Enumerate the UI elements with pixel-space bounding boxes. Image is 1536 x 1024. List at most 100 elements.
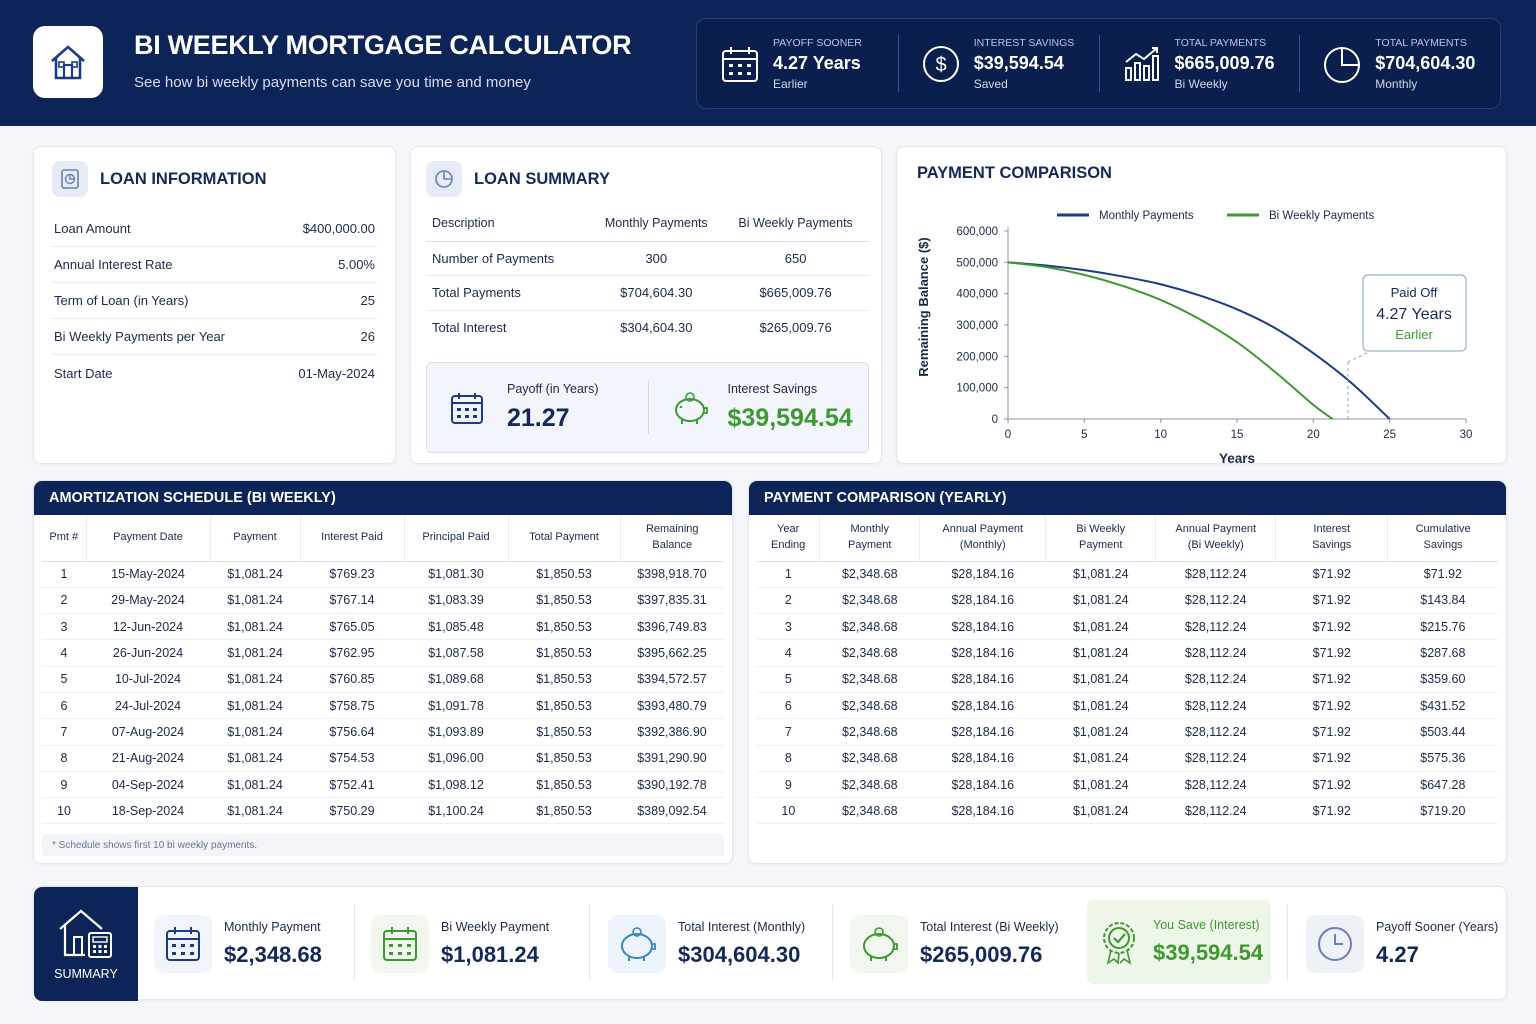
table-cell: $2,348.68	[819, 718, 920, 746]
table-cell: $2,348.68	[819, 639, 920, 667]
table-row: 2 $2,348.68 $28,184.16 $1,081.24 $28,112.24 $…	[757, 587, 1498, 615]
table-cell: 5	[757, 666, 820, 693]
table-cell: 3	[757, 613, 820, 641]
x-tick-label: 0	[1005, 429, 1011, 441]
y-tick-label: 100,000	[956, 383, 998, 395]
loan-summary-title: LOAN SUMMARY	[474, 169, 610, 188]
table-cell: $756.64	[300, 718, 404, 746]
row-value: 5.00%	[338, 257, 375, 272]
loan-info-row: Start Date 01-May-2024	[52, 355, 377, 391]
loan-info-row: Term of Loan (in Years) 25	[52, 283, 377, 319]
table-cell: $2,348.68	[819, 666, 920, 693]
table-row: 1 $2,348.68 $28,184.16 $1,081.24 $28,112.24 $…	[757, 561, 1498, 588]
table-cell: $1,081.24	[1045, 561, 1156, 588]
loan-info-row: Annual Interest Rate 5.00%	[52, 247, 377, 283]
summary-label: Monthly Payment	[224, 920, 321, 934]
table-cell: $750.29	[300, 797, 404, 825]
column-header: Monthly Payment	[819, 515, 921, 562]
app-subtitle: See how bi weekly payments can save you …	[134, 74, 531, 91]
table-cell: $1,081.24	[210, 639, 300, 667]
table-row: 10 18-Sep-2024 $1,081.24 $750.29 $1,100.24 $1…	[42, 797, 724, 825]
table-cell: 10	[42, 797, 86, 825]
table-cell: 6	[42, 692, 86, 720]
table-cell: $2,348.68	[819, 561, 920, 588]
loan-info-row: Loan Amount $400,000.00	[52, 211, 377, 247]
legend-label: Monthly Payments	[1099, 210, 1194, 222]
table-cell: $758.75	[300, 692, 404, 720]
table-row: 7 $2,348.68 $28,184.16 $1,081.24 $28,112.24 $…	[757, 718, 1498, 746]
table-cell: $28,184.16	[919, 561, 1046, 588]
table-cell: $769.23	[300, 561, 404, 588]
table-row: 10 $2,348.68 $28,184.16 $1,081.24 $28,112.24…	[757, 797, 1498, 825]
table-cell: $1,081.24	[210, 561, 300, 588]
table-cell: $1,081.24	[1045, 613, 1156, 641]
table-cell: $2,348.68	[819, 745, 920, 772]
table-cell: 2	[757, 587, 820, 615]
kpi-note: Earlier	[773, 76, 808, 91]
savings-value: $39,594.54	[727, 404, 853, 432]
payment-comparison-title: PAYMENT COMPARISON	[917, 164, 1112, 182]
pie-chart-icon	[435, 170, 453, 188]
table-cell: $1,081.24	[1045, 587, 1156, 615]
table-cell: $397,835.31	[620, 587, 724, 615]
kpi-value: 4.27 Years	[773, 52, 861, 73]
row-label: Annual Interest Rate	[54, 257, 173, 272]
table-row: 3 12-Jun-2024 $1,081.24 $765.05 $1,085.48 $1,…	[42, 613, 724, 641]
table-cell: $71.92	[1275, 587, 1388, 615]
table-cell: $1,081.24	[210, 666, 300, 693]
payoff-callout: Paid Off 4.27 Years Earlier	[1362, 274, 1467, 352]
calendar-green-icon	[383, 927, 417, 961]
kpi-total-payments-monthly: TOTAL PAYMENTS $704,604.30 Monthly	[1299, 19, 1500, 108]
table-cell: Total Payments	[426, 275, 591, 311]
table-cell: $393,480.79	[620, 692, 724, 720]
kpi-value: $665,009.76	[1174, 52, 1275, 73]
table-cell: $1,081.24	[1045, 771, 1156, 799]
calendar-icon	[722, 46, 758, 82]
summary-monthly-payment: Monthly Payment $2,348.68	[154, 904, 322, 984]
y-tick-label: 0	[992, 414, 998, 426]
x-tick-label: 15	[1231, 429, 1244, 441]
column-header: Remaining Balance	[620, 515, 724, 562]
table-row: 3 $2,348.68 $28,184.16 $1,081.24 $28,112.24 $…	[757, 613, 1498, 641]
callout-line3: Earlier	[1395, 327, 1433, 342]
row-label: Start Date	[54, 365, 113, 381]
table-cell: $1,850.53	[508, 692, 620, 720]
logo	[33, 26, 103, 98]
clock-icon	[1318, 927, 1352, 961]
kpi-note: Saved	[973, 76, 1008, 91]
x-tick-label: 10	[1154, 429, 1167, 441]
table-row: Number of Payments 300 650	[426, 241, 869, 276]
table-row: 2 29-May-2024 $1,081.24 $767.14 $1,083.39 $1,…	[42, 587, 724, 615]
amortization-table: Pmt # Payment Date Payment Interest Paid…	[42, 515, 724, 825]
table-cell: $1,081.24	[1045, 692, 1156, 720]
table-cell: $765.05	[300, 613, 404, 641]
yearly-comparison-card: PAYMENT COMPARISON (YEARLY) Year Ending …	[748, 480, 1507, 864]
table-cell: $395,662.25	[620, 639, 724, 667]
kpi-total-payments-biweekly: TOTAL PAYMENTS $665,009.76 Bi Weekly	[1098, 19, 1300, 108]
table-cell: 1	[42, 561, 86, 588]
callout-line2: 4.27 Years	[1376, 306, 1452, 323]
table-cell: $1,081.24	[210, 587, 300, 615]
table-row: 5 10-Jul-2024 $1,081.24 $760.85 $1,089.68 $1,…	[42, 666, 724, 693]
table-cell: $28,112.24	[1155, 587, 1276, 615]
table-cell: 07-Aug-2024	[86, 718, 210, 746]
table-cell: $28,184.16	[919, 666, 1046, 693]
table-row: 1 15-May-2024 $1,081.24 $769.23 $1,081.30 $1,…	[42, 561, 724, 588]
table-cell: Number of Payments	[426, 241, 591, 276]
table-row: 6 $2,348.68 $28,184.16 $1,081.24 $28,112.24 $…	[757, 692, 1498, 720]
amortization-title: AMORTIZATION SCHEDULE (BI WEEKLY)	[34, 481, 732, 515]
loan-summary-highlights: Payoff (in Years) 21.27 Interest Savings…	[426, 362, 869, 453]
table-cell: $389,092.54	[620, 797, 724, 825]
summary-value: $2,348.68	[224, 942, 322, 967]
table-row: 5 $2,348.68 $28,184.16 $1,081.24 $28,112.24 $…	[757, 666, 1498, 693]
table-cell: $28,112.24	[1155, 718, 1276, 746]
loan-information-title: LOAN INFORMATION	[100, 169, 267, 188]
loan-info-row: Bi Weekly Payments per Year 26	[52, 319, 377, 355]
table-row: 9 $2,348.68 $28,184.16 $1,081.24 $28,112.24 $…	[757, 771, 1498, 799]
pie-chart-icon	[1324, 46, 1361, 83]
table-cell: $71.92	[1275, 666, 1388, 693]
table-cell: 21-Aug-2024	[86, 745, 210, 772]
table-cell: $394,572.57	[620, 666, 724, 693]
table-cell: $1,081.24	[1045, 718, 1156, 746]
monthly-balance-line	[1007, 261, 1391, 420]
